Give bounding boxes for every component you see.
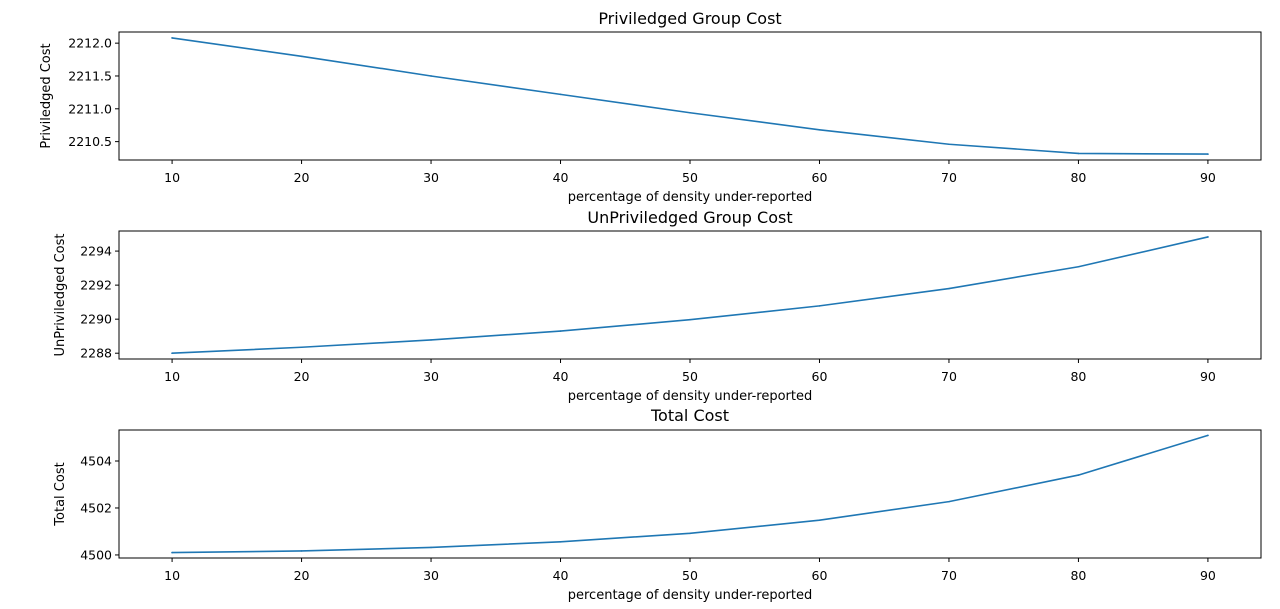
data-point — [171, 352, 173, 355]
y-axis-label: UnPriviledged Cost — [53, 233, 68, 356]
data-point — [948, 500, 950, 503]
chart-title: Priviledged Group Cost — [598, 9, 781, 28]
y-tick-label: 2290 — [80, 312, 112, 327]
x-tick-label: 20 — [294, 568, 310, 583]
x-axis-label: percentage of density under-reported — [568, 588, 813, 603]
subplot-3: Total Cost 10 20 30 40 50 60 70 80 90 4500 4502 4504… — [53, 406, 1262, 603]
data-point — [818, 519, 821, 521]
x-axis-label: percentage of density under-reported — [568, 389, 813, 404]
data-point — [689, 318, 691, 321]
series-line — [171, 434, 1209, 554]
x-tick-label: 30 — [423, 369, 439, 384]
x-tick-label: 40 — [553, 568, 569, 583]
data-point — [818, 305, 821, 307]
x-tick-label: 80 — [1070, 369, 1086, 384]
subplot-1: Priviledged Group Cost 10 20 30 40 50 60 70 80 90… — [39, 9, 1262, 205]
data-point — [430, 339, 432, 341]
data-point — [300, 550, 303, 552]
y-tick-label: 2288 — [80, 346, 112, 361]
x-tick-label: 10 — [164, 369, 180, 384]
y-tick-label: 2211.0 — [68, 101, 112, 116]
data-point — [1207, 434, 1209, 437]
data-point — [559, 93, 562, 96]
x-tick-label: 60 — [812, 170, 828, 185]
y-axis-label: Total Cost — [53, 462, 68, 526]
plot-frame — [118, 31, 1262, 161]
y-tick-label: 4500 — [80, 547, 112, 562]
y-tick-label: 2294 — [80, 244, 112, 259]
x-tick-label: 60 — [812, 568, 828, 583]
data-point — [300, 346, 303, 349]
subplot-2: UnPriviledged Group Cost 10 20 30 40 50 60 70 80… — [53, 208, 1262, 404]
x-tick-label: 20 — [294, 170, 310, 185]
y-tick-label: 2211.5 — [68, 68, 112, 83]
plot-frame — [118, 429, 1262, 559]
data-point — [430, 546, 432, 549]
x-tick-label: 90 — [1200, 568, 1216, 583]
x-tick-label: 80 — [1070, 170, 1086, 185]
chart-title: Total Cost — [650, 406, 729, 425]
data-point — [171, 37, 173, 39]
x-tick-label: 30 — [423, 568, 439, 583]
x-tick-label: 90 — [1200, 170, 1216, 185]
y-tick-label: 2292 — [80, 278, 112, 293]
data-point — [948, 143, 950, 146]
chart-title: UnPriviledged Group Cost — [587, 208, 792, 227]
data-point — [1207, 236, 1209, 238]
x-tick-label: 40 — [553, 170, 569, 185]
y-tick-label: 4502 — [80, 500, 112, 515]
y-axis-label: Priviledged Cost — [39, 43, 54, 148]
plot-frame — [118, 230, 1262, 360]
y-tick-label: 2210.5 — [68, 134, 112, 149]
data-point — [689, 532, 691, 535]
x-tick-label: 70 — [941, 170, 957, 185]
data-point — [171, 551, 173, 554]
x-tick-label: 50 — [682, 170, 698, 185]
x-tick-label: 50 — [682, 568, 698, 583]
data-point — [559, 330, 562, 332]
x-tick-label: 50 — [682, 369, 698, 384]
data-point — [1077, 265, 1080, 268]
data-point — [1207, 153, 1209, 155]
x-tick-label: 60 — [812, 369, 828, 384]
series-line — [171, 37, 1209, 155]
data-point — [689, 111, 691, 114]
data-point — [1077, 152, 1080, 155]
x-tick-label: 70 — [941, 568, 957, 583]
y-tick-label: 2212.0 — [68, 36, 112, 51]
x-tick-label: 90 — [1200, 369, 1216, 384]
x-tick-label: 10 — [164, 568, 180, 583]
x-tick-label: 20 — [294, 369, 310, 384]
data-point — [430, 75, 432, 77]
x-axis-label: percentage of density under-reported — [568, 190, 813, 205]
x-tick-label: 40 — [553, 369, 569, 384]
series-line — [171, 236, 1209, 355]
y-tick-label: 4504 — [80, 454, 112, 469]
x-tick-label: 70 — [941, 369, 957, 384]
data-point — [948, 287, 950, 290]
x-tick-label: 10 — [164, 170, 180, 185]
data-point — [818, 129, 821, 131]
data-point — [300, 55, 303, 58]
data-point — [559, 540, 562, 543]
data-point — [1077, 474, 1080, 476]
x-tick-label: 80 — [1070, 568, 1086, 583]
x-tick-label: 30 — [423, 170, 439, 185]
